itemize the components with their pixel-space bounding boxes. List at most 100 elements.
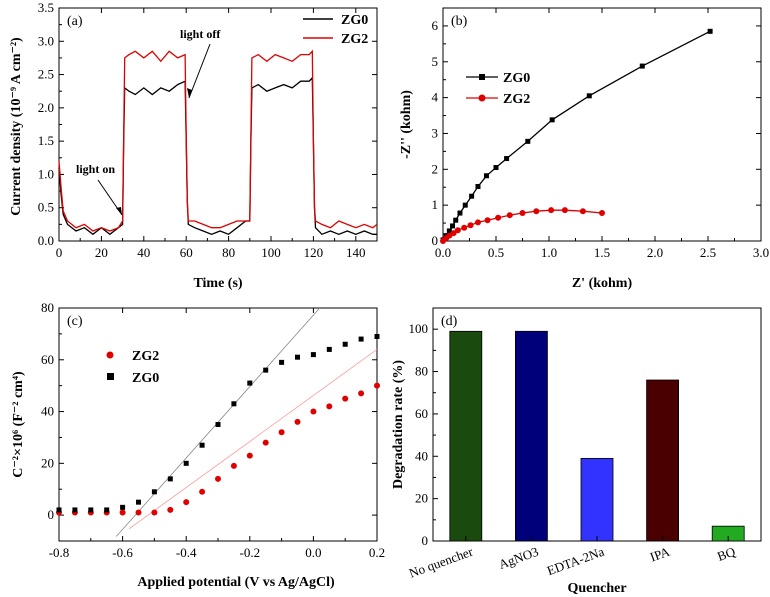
data-point-zg0 — [231, 401, 237, 407]
y-tick-label: 20 — [41, 455, 54, 470]
data-point-zg0 — [167, 476, 173, 482]
x-tick-label: 60 — [180, 245, 193, 260]
data-point-zg0 — [263, 367, 269, 373]
data-point-zg0 — [504, 156, 510, 162]
x-tick-label: -0.2 — [240, 545, 261, 560]
data-point-zg0 — [72, 507, 78, 513]
x-category-label: IPA — [648, 544, 672, 565]
y-tick-label: 2 — [432, 161, 439, 176]
x-category-label: AgNO3 — [497, 544, 541, 572]
data-point-zg0 — [104, 507, 110, 513]
x-tick-label: 120 — [304, 245, 324, 260]
panel-d-plot-area: 0 20 40 60 80 100 No quencher AgNO3 EDTA-2Na IPA B… — [407, 307, 762, 581]
x-tick-label: 0.5 — [488, 245, 504, 260]
x-tick-label: 1.5 — [594, 245, 610, 260]
y-tick-label: 60 — [41, 352, 54, 367]
fit-line-zg0 — [115, 308, 321, 537]
annotation-arrow-light-off — [188, 43, 211, 99]
fit-line-zg2 — [128, 349, 377, 530]
legend-label-zg0: ZG0 — [503, 71, 530, 86]
annotation-arrow-light-on — [97, 179, 123, 216]
data-point-zg0 — [247, 380, 253, 386]
data-point-zg0 — [446, 228, 452, 234]
legend-marker-zg0 — [479, 74, 485, 80]
data-point-zg0 — [358, 336, 364, 342]
data-point-zg2 — [342, 395, 349, 402]
y-tick-label: 80 — [415, 364, 428, 379]
data-point-zg2 — [230, 462, 237, 469]
panel-a-y-axis-label: Current density (10⁻⁹ A cm⁻²) — [9, 37, 24, 216]
y-tick-label: 3.0 — [38, 33, 54, 48]
data-point-zg2 — [358, 390, 365, 397]
y-tick-label: 60 — [415, 406, 428, 421]
x-category-label: EDTA-2Na — [545, 544, 606, 579]
y-tick-label: 6 — [432, 18, 439, 33]
y-tick-label: 0.0 — [38, 233, 54, 248]
data-point-zg0 — [450, 223, 456, 229]
data-point-zg0 — [215, 422, 221, 427]
y-tick-label: 0 — [432, 233, 439, 248]
data-point-zg2 — [183, 499, 190, 506]
data-point-zg0 — [295, 354, 300, 360]
plot-frame — [442, 7, 762, 242]
x-category-label: BQ — [715, 544, 738, 564]
x-tick-label: 80 — [222, 245, 235, 260]
panel-a-label: (a) — [67, 14, 83, 29]
panel-a-x-axis-label: Time (s) — [193, 276, 242, 291]
data-point-zg2 — [548, 207, 555, 214]
data-point-zg0 — [120, 504, 126, 510]
panel-a-plot-area: 0 20 40 60 80 100 120 140 0.0 0.5 1.0 1.5 2.0 2.5 3.0 3… — [38, 0, 378, 260]
annotation-light-on: light on — [76, 162, 115, 176]
panel-d-quencher-bars: 0 20 40 60 80 100 No quencher AgNO3 EDTA-2Na IPA B… — [391, 307, 762, 596]
data-point-zg2 — [579, 208, 586, 215]
y-tick-label: 80 — [41, 300, 54, 315]
data-point-zg2 — [374, 382, 380, 389]
x-tick-label: 0.2 — [369, 545, 385, 560]
data-point-zg2 — [278, 429, 285, 436]
panel-b-y-axis-label: -Z'' (kohm) — [399, 90, 414, 159]
data-point-zg0 — [151, 489, 157, 495]
data-point-zg2 — [450, 230, 457, 237]
data-point-zg2 — [151, 509, 158, 516]
data-point-zg2 — [119, 509, 126, 516]
data-point-zg2 — [506, 212, 513, 219]
y-tick-label: 5 — [432, 54, 439, 69]
y-tick-label: 2.5 — [38, 67, 54, 82]
x-tick-label: 40 — [137, 245, 150, 260]
data-point-zg0 — [483, 173, 489, 179]
data-point-zg0 — [462, 202, 468, 208]
y-tick-label: 3.5 — [38, 0, 54, 15]
data-point-zg0 — [183, 460, 189, 466]
data-point-zg2 — [167, 506, 174, 513]
series-line-zg0 — [442, 30, 711, 241]
data-point-zg2 — [474, 219, 481, 226]
x-tick-label: -0.6 — [112, 545, 133, 560]
data-point-zg2 — [246, 452, 253, 459]
series-line-zg2 — [58, 49, 378, 232]
data-point-zg2 — [599, 210, 605, 217]
data-point-zg0 — [457, 210, 463, 216]
data-point-zg2 — [326, 403, 333, 410]
data-point-zg0 — [342, 341, 348, 347]
data-point-zg0 — [374, 333, 380, 339]
data-point-zg2 — [262, 439, 269, 446]
x-tick-label: 3.0 — [753, 245, 769, 260]
data-point-zg0 — [199, 442, 205, 448]
y-tick-label: 4 — [432, 90, 439, 105]
x-tick-label: 2.5 — [700, 245, 716, 260]
data-point-zg0 — [136, 499, 141, 505]
data-point-zg2 — [454, 227, 461, 234]
y-tick-label: 0.5 — [38, 200, 54, 215]
bar-no-quencher — [449, 330, 483, 542]
x-tick-label: 140 — [346, 245, 366, 260]
panel-d-x-axis-label: Quencher — [567, 581, 626, 596]
y-tick-label: 3 — [432, 125, 439, 140]
arrowhead-light-off — [187, 88, 192, 98]
data-point-zg0 — [475, 184, 481, 190]
data-point-zg0 — [525, 138, 531, 144]
data-point-zg2 — [495, 214, 502, 221]
plot-frame — [58, 7, 378, 242]
bar-ipa — [646, 379, 679, 542]
data-point-zg0 — [453, 217, 459, 223]
bar-agno3 — [515, 330, 548, 542]
